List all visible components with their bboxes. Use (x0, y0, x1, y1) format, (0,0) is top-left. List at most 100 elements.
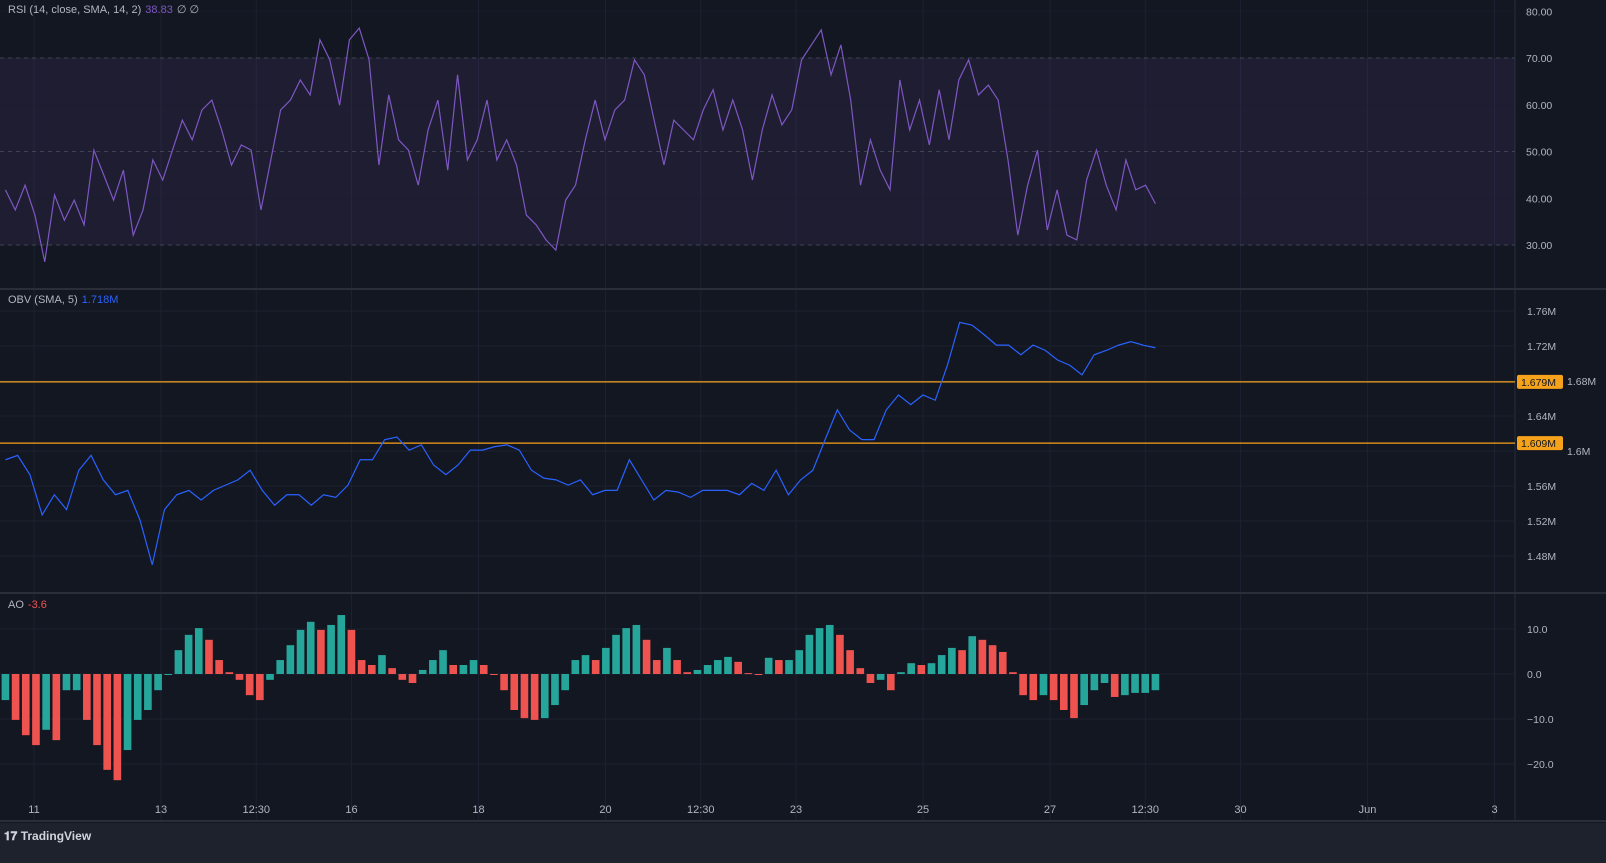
ao-value: -3.6 (27, 599, 47, 611)
ao-bar (937, 655, 946, 674)
x-tick-label: 30 (1234, 804, 1246, 816)
ao-bar (724, 656, 732, 674)
ao-bar (144, 674, 152, 710)
ao-bar (398, 674, 407, 680)
obv-y-tick: 1.48M (1527, 551, 1556, 563)
footer-bar (0, 823, 1606, 863)
ao-bar (286, 645, 295, 674)
rsi-y-tick: 30.00 (1526, 240, 1552, 252)
ao-bar (632, 624, 641, 674)
ao-bar (927, 663, 936, 674)
ao-bar (713, 660, 722, 674)
ao-bar (245, 674, 254, 696)
ao-bar (825, 624, 834, 674)
ao-bar (133, 674, 142, 720)
price-label-text: 1.609M (1521, 438, 1556, 450)
ao-bar (306, 621, 315, 674)
ao-bar (652, 660, 661, 674)
ao-bar (693, 669, 702, 674)
ao-title: AO (8, 599, 24, 611)
ao-bar (235, 674, 244, 680)
ao-bar (622, 628, 631, 674)
ao-bar (1060, 674, 1068, 710)
ao-bar (754, 674, 763, 675)
obv-y-tick: 1.64M (1527, 411, 1556, 423)
ao-bar (317, 629, 325, 674)
obv-y-tick: 1.6M (1567, 446, 1590, 458)
ao-bar (408, 674, 417, 683)
ao-bar (429, 660, 437, 674)
ao-bar (154, 674, 162, 691)
ao-bar (571, 660, 580, 674)
ao-bar (958, 650, 966, 674)
x-tick-label: 23 (790, 804, 802, 816)
ao-legend: AO -3.6 (8, 599, 47, 611)
obv-legend: OBV (SMA, 5) 1.718M (8, 294, 118, 306)
ao-bar (388, 668, 396, 674)
ao-bar (978, 639, 987, 674)
ao-bar (469, 660, 478, 674)
obv-y-tick: 1.56M (1527, 481, 1556, 493)
ao-y-tick: −20.0 (1527, 759, 1554, 771)
obv-value: 1.718M (81, 294, 119, 306)
ao-bar (510, 674, 519, 710)
ao-bar (764, 657, 773, 674)
ao-bar (83, 674, 91, 720)
ao-bar (449, 665, 458, 674)
ao-bar (205, 639, 213, 674)
ao-bar (93, 674, 101, 746)
ao-bar (836, 634, 844, 674)
ao-bar (1121, 674, 1129, 696)
ao-bar (32, 674, 40, 746)
ao-bar (602, 647, 610, 674)
ao-bar (734, 661, 742, 674)
ao-bar (1151, 674, 1160, 691)
ao-bar (998, 651, 1007, 674)
ao-bar (744, 673, 753, 675)
ao-bar (642, 639, 651, 674)
rsi-line (4, 26, 1156, 262)
ao-bar (1039, 674, 1048, 696)
ao-bar (164, 674, 173, 675)
obv-line (5, 321, 1156, 565)
ao-bar (296, 629, 305, 674)
ao-y-tick: 10.0 (1527, 624, 1548, 636)
x-tick-label: 13 (155, 804, 167, 816)
ao-bar (367, 665, 376, 674)
ao-bar (113, 674, 122, 781)
rsi-y-tick: 80.00 (1526, 6, 1552, 18)
ao-bar (62, 674, 71, 691)
rsi-value: 38.83 (145, 4, 173, 16)
ao-bar (663, 647, 671, 674)
ao-bar (591, 660, 600, 674)
brand-label: TradingView (20, 829, 92, 843)
ao-bar (917, 665, 926, 674)
ao-y-tick: 0.0 (1527, 669, 1542, 681)
ao-bar (673, 660, 681, 674)
ao-bar (123, 674, 132, 751)
chart-canvas[interactable]: 11 13 12:30 16 18 20 12:30 23 25 27 12:30 30 Jun 3 80.… (0, 0, 1606, 823)
ao-bar (1100, 674, 1109, 683)
ao-bar (194, 628, 203, 674)
ao-bar (327, 624, 335, 674)
ao-bar (1131, 674, 1139, 693)
ao-bar (215, 660, 223, 674)
ao-bar (337, 615, 346, 674)
ao-bar (459, 665, 468, 674)
rsi-title: RSI (14, close, SMA, 14, 2) (8, 4, 142, 16)
tradingview-logo[interactable]: 𝟏𝟕 TradingView (4, 829, 91, 844)
ao-bar (42, 674, 50, 730)
ao-bar (256, 674, 264, 701)
ao-bar (1019, 674, 1027, 696)
ao-bar (866, 674, 875, 683)
x-tick-label: 25 (917, 804, 929, 816)
ao-bar (52, 674, 61, 741)
ao-bar (612, 634, 620, 674)
ao-bar (266, 674, 274, 680)
x-tick-label: 20 (599, 804, 611, 816)
ao-bar (1080, 674, 1088, 706)
ao-bar (1090, 674, 1099, 691)
ao-bar (540, 674, 549, 719)
ao-bar (795, 650, 804, 674)
ao-bar (378, 655, 386, 674)
